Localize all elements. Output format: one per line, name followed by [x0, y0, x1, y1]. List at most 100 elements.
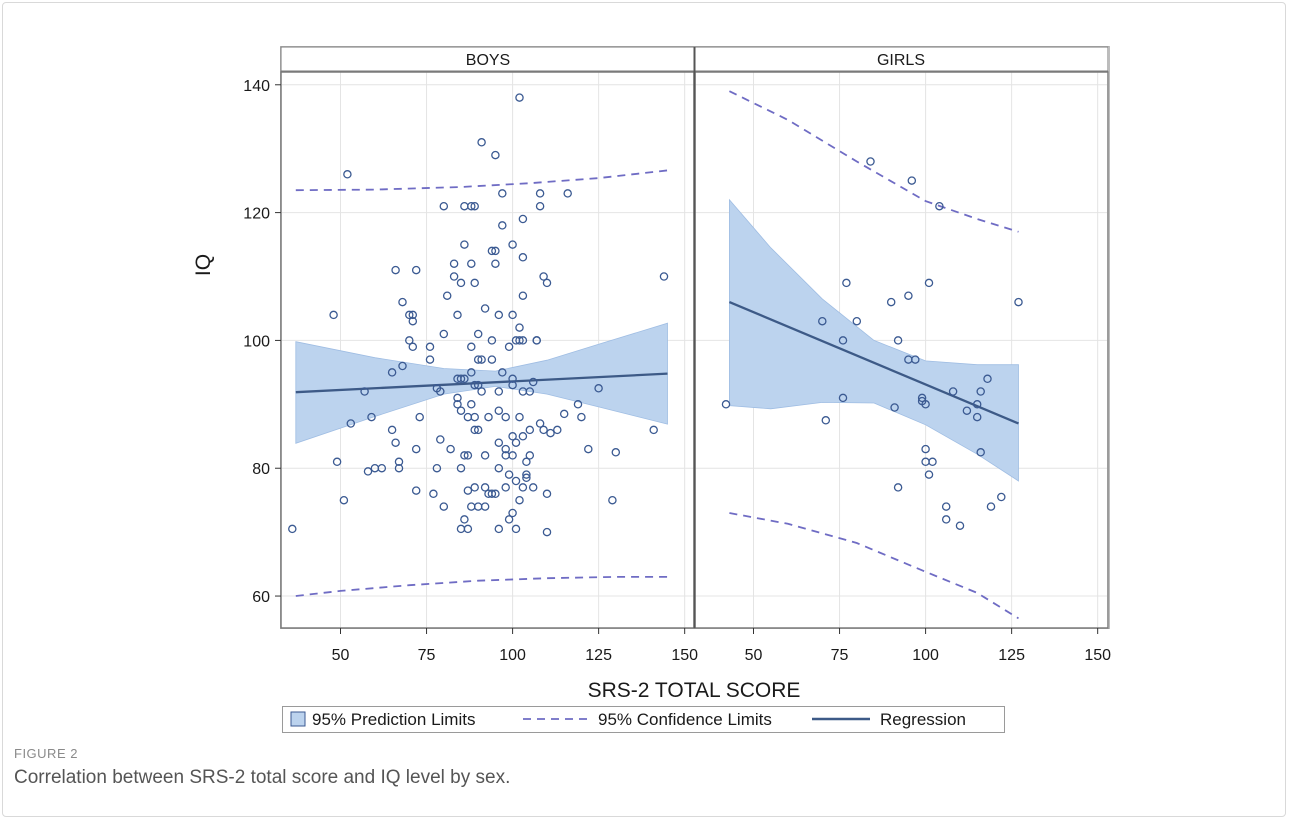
data-point	[460, 240, 469, 249]
data-point	[893, 483, 903, 492]
x-tick-label: 125	[998, 647, 1025, 664]
data-point	[528, 377, 538, 387]
data-point	[525, 387, 535, 396]
confidence-lower-boys	[295, 576, 668, 597]
data-point	[463, 451, 473, 460]
data-point	[491, 489, 500, 499]
data-point	[470, 412, 479, 422]
data-point	[415, 412, 424, 422]
data-point	[721, 400, 731, 409]
data-point	[339, 495, 349, 505]
data-point	[522, 473, 531, 483]
data-point	[425, 355, 435, 364]
data-point	[456, 278, 466, 288]
points-girls	[721, 157, 1023, 530]
data-point	[477, 138, 486, 147]
x-tick-label: 75	[418, 647, 436, 664]
data-point	[467, 400, 476, 409]
data-point	[460, 374, 469, 384]
panel-title-girls: GIRLS	[877, 52, 925, 69]
data-point	[508, 508, 517, 518]
data-point	[611, 448, 621, 457]
x-tick-label: 75	[831, 647, 849, 664]
data-point	[477, 387, 486, 396]
data-point	[508, 451, 517, 460]
data-point	[498, 368, 507, 377]
panel-boys	[288, 93, 669, 597]
data-point	[456, 463, 466, 473]
data-point	[515, 93, 524, 102]
data-point	[535, 201, 545, 211]
data-point	[484, 412, 493, 422]
data-point	[522, 470, 531, 479]
data-point	[508, 310, 517, 320]
data-point	[391, 265, 400, 275]
data-point	[504, 515, 514, 524]
data-point	[332, 457, 342, 467]
data-point	[539, 425, 548, 435]
data-point	[473, 380, 483, 390]
legend-frame	[282, 706, 1005, 733]
figure-caption: Correlation between SRS-2 total score an…	[14, 767, 511, 788]
data-point	[917, 393, 927, 403]
data-point	[494, 463, 504, 473]
x-axis: 50 75 100 125 150 50 75 100 125 150	[332, 628, 1111, 664]
data-point	[432, 463, 442, 473]
data-point	[941, 502, 951, 511]
data-point	[498, 221, 507, 230]
x-axis-label: SRS-2 TOTAL SCORE	[588, 679, 801, 702]
panel-header-boys	[280, 46, 695, 72]
x-tick-label: 125	[585, 647, 612, 664]
points-boys	[288, 93, 669, 537]
data-point	[866, 157, 875, 166]
data-point	[535, 419, 545, 428]
y-axis-label: IQ	[192, 254, 215, 276]
legend-label-regression: Regression	[880, 710, 966, 729]
data-point	[467, 342, 476, 352]
data-point	[921, 444, 930, 454]
data-point	[955, 521, 965, 530]
data-point	[515, 495, 524, 505]
data-point	[997, 492, 1006, 502]
data-point	[411, 486, 421, 495]
data-point	[411, 265, 421, 275]
data-point	[525, 425, 535, 435]
data-point	[343, 170, 352, 179]
data-point	[494, 387, 504, 396]
data-point	[467, 259, 476, 268]
data-point	[535, 189, 545, 198]
data-point	[491, 150, 500, 160]
panel-girls	[721, 90, 1023, 620]
confidence-lower-girls	[729, 512, 1019, 620]
data-point	[473, 425, 483, 435]
data-point	[408, 316, 418, 326]
data-point	[491, 246, 500, 256]
data-point	[408, 342, 418, 352]
data-point	[501, 483, 510, 492]
data-point	[467, 368, 476, 377]
data-point	[542, 489, 552, 499]
data-point	[924, 278, 934, 288]
data-point	[288, 524, 297, 534]
data-point	[387, 368, 397, 377]
data-point	[470, 278, 479, 288]
data-point	[659, 272, 669, 281]
data-point	[494, 438, 504, 447]
data-point	[539, 272, 548, 281]
data-point	[608, 495, 617, 505]
data-point	[515, 336, 524, 345]
data-point	[518, 291, 528, 300]
data-point	[425, 342, 435, 352]
data-point	[972, 412, 982, 422]
x-tick-label: 150	[671, 647, 698, 664]
data-point	[928, 457, 937, 467]
data-point	[439, 329, 449, 339]
data-point	[941, 515, 951, 524]
data-point	[460, 451, 469, 460]
data-point	[584, 444, 593, 454]
data-point	[508, 374, 517, 384]
data-point	[487, 246, 497, 256]
y-tick-label: 120	[243, 206, 270, 223]
data-point	[491, 259, 500, 268]
data-point	[976, 387, 985, 396]
